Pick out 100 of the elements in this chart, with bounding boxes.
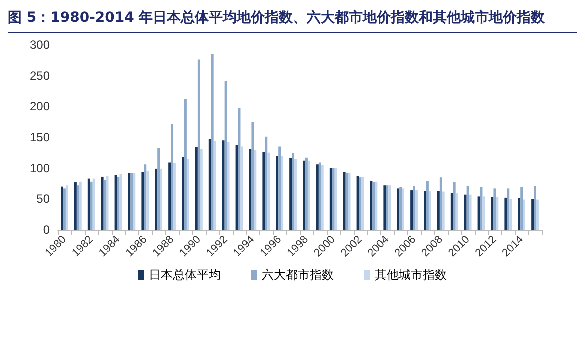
bar [413, 186, 416, 230]
bar [424, 191, 426, 230]
bar [254, 150, 257, 230]
legend-label: 日本总体平均 [149, 268, 221, 282]
bar [510, 199, 512, 230]
bar [426, 181, 429, 230]
bar [469, 194, 472, 230]
bar [130, 173, 134, 230]
y-tick-label: 250 [30, 68, 50, 83]
bar [171, 124, 174, 230]
bar [262, 152, 266, 230]
bar [507, 188, 510, 230]
bar [402, 188, 405, 230]
bar [268, 152, 270, 230]
y-tick-label: 0 [43, 223, 50, 237]
bar [308, 160, 310, 230]
bar [400, 187, 402, 230]
bar [453, 182, 456, 230]
bar [440, 178, 442, 230]
bar [90, 182, 93, 230]
bar [104, 180, 106, 230]
bar [534, 186, 537, 230]
bar [428, 191, 432, 230]
bar [348, 173, 351, 230]
bar [292, 154, 295, 230]
bar [303, 160, 306, 230]
bar [76, 186, 80, 230]
bar [214, 141, 216, 230]
bar [290, 158, 292, 230]
bar [281, 156, 284, 230]
bar [316, 164, 319, 230]
legend-label: 其他城市指数 [375, 268, 447, 282]
bar [388, 186, 392, 230]
bar [168, 162, 172, 230]
bar [195, 147, 198, 230]
bar [208, 139, 212, 230]
bar [92, 178, 96, 230]
legend-label: 六大都市指数 [262, 268, 334, 282]
y-tick-label: 200 [30, 100, 50, 114]
bar [466, 186, 470, 230]
bar [397, 188, 400, 230]
y-tick-label: 150 [30, 130, 50, 144]
y-tick-label: 100 [30, 161, 50, 176]
bar [482, 196, 486, 230]
bar [114, 175, 118, 230]
bar [370, 181, 373, 230]
bar [198, 60, 200, 230]
bar [294, 159, 297, 230]
bar [318, 162, 322, 230]
bar [494, 188, 496, 230]
bar [106, 176, 109, 230]
bar [128, 173, 131, 230]
bar [491, 197, 494, 230]
bar [386, 186, 389, 230]
bar [155, 168, 158, 230]
bar [211, 54, 214, 230]
bar [518, 198, 521, 230]
bar [252, 122, 254, 230]
bar [227, 142, 230, 230]
bar [240, 146, 244, 230]
bar [464, 194, 467, 230]
bar [79, 182, 82, 230]
bar [158, 148, 160, 230]
bar [416, 190, 418, 230]
bar [375, 182, 378, 230]
bar [144, 164, 147, 230]
bar [276, 156, 279, 230]
bar [356, 176, 360, 230]
bar [236, 146, 238, 230]
bar [249, 149, 252, 230]
bar [101, 176, 104, 230]
bar [66, 186, 68, 230]
bar [278, 146, 282, 230]
bar [224, 81, 228, 230]
bar [362, 176, 364, 230]
y-tick-label: 300 [30, 38, 50, 52]
bar [146, 171, 150, 230]
bar [142, 172, 144, 230]
bar [174, 163, 176, 230]
chart-title: 图 5：1980-2014 年日本总体平均地价指数、六大都市地价指数和其他城市地价指数 [8, 8, 577, 33]
bar [200, 149, 203, 230]
bar [222, 140, 225, 230]
bar [182, 157, 184, 230]
bar [456, 194, 458, 230]
bar [442, 192, 445, 230]
bar [410, 190, 414, 230]
bar [133, 173, 136, 230]
bar [520, 187, 524, 230]
bar [305, 158, 308, 230]
bar [321, 165, 324, 230]
y-tick-label: 50 [36, 192, 50, 206]
bar [186, 159, 190, 230]
bar [160, 168, 163, 230]
bar [536, 200, 539, 230]
bar [184, 99, 187, 230]
bar [523, 200, 526, 230]
bar [334, 168, 338, 230]
bar [88, 178, 90, 230]
bar [532, 199, 534, 230]
bar [372, 182, 376, 230]
